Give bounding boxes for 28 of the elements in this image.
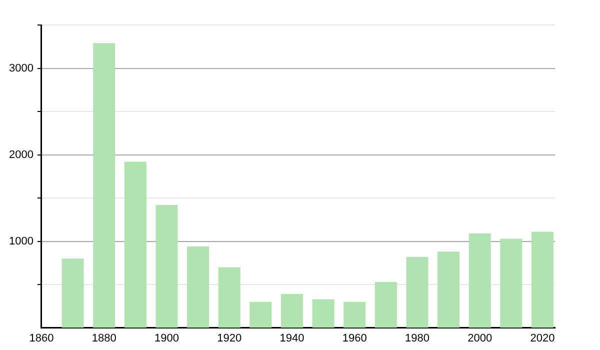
bar <box>468 234 491 328</box>
bar <box>280 294 303 328</box>
x-tick-label: 1900 <box>154 332 179 344</box>
x-tick-label: 2000 <box>468 332 492 344</box>
bar <box>344 302 366 328</box>
y-tick-label: 1000 <box>8 235 34 248</box>
bar <box>187 246 210 328</box>
y-tick-label: 2000 <box>8 148 34 161</box>
bar <box>312 299 334 328</box>
x-tick-label: 1920 <box>217 332 242 344</box>
bar <box>374 282 397 328</box>
x-tick-label: 1960 <box>342 332 367 344</box>
bar <box>500 238 522 328</box>
bar <box>62 258 84 328</box>
bar <box>531 232 554 328</box>
x-tick-label: 1880 <box>92 332 116 344</box>
y-tick-label: 3000 <box>8 62 34 74</box>
bar <box>124 162 146 328</box>
x-tick-label: 2020 <box>530 332 555 344</box>
bar <box>218 267 240 328</box>
bar <box>156 204 178 328</box>
bar <box>406 256 428 328</box>
bar <box>93 43 116 328</box>
bar <box>438 252 460 328</box>
x-tick-label: 1940 <box>280 332 304 344</box>
x-tick-label: 1980 <box>404 332 430 344</box>
bar <box>250 302 272 328</box>
x-tick-label: 1860 <box>29 332 54 344</box>
